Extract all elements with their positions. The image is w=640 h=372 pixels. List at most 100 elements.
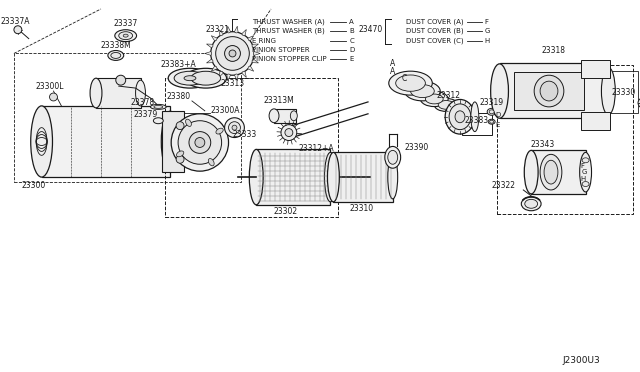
Ellipse shape	[136, 80, 145, 106]
Polygon shape	[207, 59, 213, 63]
Text: 23383+A: 23383+A	[160, 60, 196, 69]
Text: DUST COVER (C): DUST COVER (C)	[406, 37, 463, 44]
Text: E: E	[495, 122, 500, 128]
Text: 23383: 23383	[465, 116, 489, 125]
Ellipse shape	[90, 78, 102, 108]
Text: C: C	[349, 38, 354, 44]
Bar	[500, 63, 609, 118]
Ellipse shape	[225, 45, 241, 61]
Ellipse shape	[524, 150, 538, 194]
Bar	[333, 153, 393, 202]
Bar	[14, 54, 241, 182]
Text: A: A	[390, 59, 396, 68]
Circle shape	[14, 26, 22, 34]
Ellipse shape	[488, 119, 495, 124]
Polygon shape	[219, 71, 223, 77]
Polygon shape	[227, 26, 230, 33]
Text: B: B	[349, 28, 354, 34]
Text: 23313M: 23313M	[264, 96, 294, 105]
Text: A: A	[390, 67, 396, 76]
Ellipse shape	[540, 154, 562, 190]
Ellipse shape	[490, 120, 493, 123]
Bar	[165, 78, 339, 217]
Text: 23379: 23379	[133, 110, 157, 119]
Ellipse shape	[184, 76, 196, 81]
Text: 23322: 23322	[492, 182, 515, 190]
Ellipse shape	[540, 81, 558, 101]
Text: 23319: 23319	[480, 99, 504, 108]
Bar	[580, 112, 611, 129]
Polygon shape	[253, 52, 260, 55]
Ellipse shape	[269, 109, 279, 123]
Ellipse shape	[124, 34, 128, 37]
Ellipse shape	[163, 114, 177, 169]
Text: 23337A: 23337A	[0, 17, 29, 26]
Ellipse shape	[154, 118, 163, 124]
Ellipse shape	[178, 121, 221, 164]
Polygon shape	[227, 74, 230, 81]
Text: 23470: 23470	[358, 25, 383, 34]
Ellipse shape	[388, 150, 397, 164]
Ellipse shape	[445, 99, 475, 134]
Ellipse shape	[602, 67, 615, 115]
Bar	[163, 111, 184, 172]
Ellipse shape	[410, 84, 435, 97]
Text: H: H	[484, 38, 490, 44]
Ellipse shape	[216, 37, 250, 70]
Ellipse shape	[108, 51, 124, 60]
Ellipse shape	[449, 104, 471, 129]
Ellipse shape	[229, 50, 236, 57]
Ellipse shape	[216, 128, 223, 134]
Polygon shape	[242, 29, 246, 36]
Ellipse shape	[435, 98, 458, 112]
Ellipse shape	[174, 71, 206, 85]
Text: F: F	[580, 163, 584, 169]
Ellipse shape	[455, 111, 465, 123]
Text: H: H	[580, 176, 585, 182]
Ellipse shape	[580, 153, 591, 192]
Text: G: G	[484, 28, 490, 34]
Polygon shape	[242, 71, 246, 77]
Ellipse shape	[491, 64, 508, 118]
Bar	[497, 65, 633, 214]
Bar	[531, 150, 586, 194]
Bar	[515, 72, 584, 110]
Polygon shape	[252, 44, 259, 48]
Bar	[42, 106, 170, 177]
Ellipse shape	[176, 155, 184, 163]
Ellipse shape	[189, 132, 211, 153]
Text: 23330: 23330	[611, 87, 636, 97]
Ellipse shape	[154, 105, 163, 108]
Polygon shape	[248, 36, 253, 41]
Ellipse shape	[489, 110, 494, 114]
Ellipse shape	[582, 182, 589, 186]
Text: J2300U3: J2300U3	[563, 356, 600, 365]
Ellipse shape	[281, 125, 297, 141]
Text: PINION STOPPER CLIP: PINION STOPPER CLIP	[252, 57, 327, 62]
Ellipse shape	[285, 129, 293, 137]
Ellipse shape	[438, 100, 454, 109]
Text: 23337: 23337	[113, 19, 138, 28]
Text: THRUST WASHER (A): THRUST WASHER (A)	[252, 19, 325, 25]
Polygon shape	[234, 26, 238, 33]
Ellipse shape	[420, 92, 448, 106]
Text: 23338M: 23338M	[100, 41, 131, 50]
Ellipse shape	[168, 68, 212, 88]
Ellipse shape	[186, 119, 191, 126]
Text: 23343: 23343	[531, 140, 555, 149]
Ellipse shape	[176, 122, 184, 129]
Polygon shape	[252, 59, 259, 63]
Circle shape	[638, 98, 640, 108]
Ellipse shape	[111, 52, 121, 58]
Ellipse shape	[426, 94, 443, 104]
Text: 23300: 23300	[22, 180, 46, 189]
Circle shape	[116, 75, 125, 85]
Ellipse shape	[191, 71, 221, 85]
Bar	[274, 109, 296, 123]
Bar	[609, 71, 638, 113]
Text: 23380: 23380	[166, 93, 190, 102]
Ellipse shape	[471, 102, 479, 132]
Ellipse shape	[385, 147, 401, 168]
Bar	[96, 78, 141, 108]
Polygon shape	[205, 52, 212, 55]
